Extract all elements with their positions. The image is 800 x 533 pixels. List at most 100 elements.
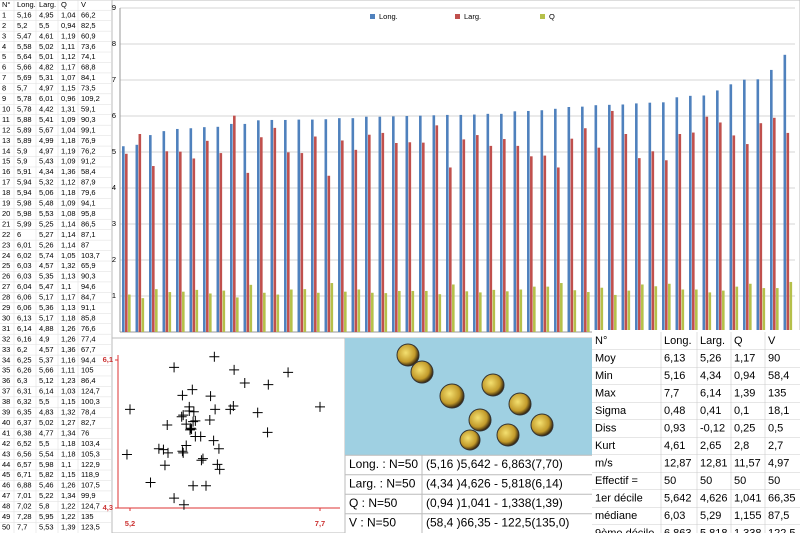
stats-cell: 135	[768, 387, 786, 399]
stats-cell: 0,94	[734, 370, 755, 382]
x-tick-label: 7,7	[315, 519, 325, 528]
table-cell: 12	[2, 125, 10, 134]
bar	[219, 153, 223, 332]
table-header: Q	[61, 0, 67, 9]
table-cell: 5,06	[39, 188, 54, 197]
bar	[138, 134, 142, 332]
table-cell: 1,19	[61, 146, 76, 155]
scatter-point	[159, 460, 170, 471]
table-cell: 4,42	[39, 104, 54, 113]
table-cell: 5,02	[39, 418, 54, 427]
bar	[408, 142, 412, 332]
stats-cell: 50	[734, 475, 746, 487]
table-cell: 39	[2, 408, 10, 417]
y-tick-label: 2	[112, 255, 116, 264]
scatter-point	[169, 493, 180, 504]
bar	[357, 289, 361, 332]
table-header: N°	[2, 0, 10, 9]
bar	[749, 283, 752, 332]
stats-header: Long.	[664, 335, 692, 347]
bar	[627, 290, 631, 332]
table-cell: 15	[2, 157, 10, 166]
scatter-point	[214, 464, 225, 475]
table-cell: 79,6	[81, 188, 96, 197]
bar	[149, 135, 152, 332]
table-cell: 19	[2, 199, 10, 208]
bar	[705, 116, 709, 332]
table-cell: 0,94	[61, 21, 76, 30]
table-cell: 2	[2, 21, 6, 30]
scatter-point	[210, 404, 221, 415]
table-cell: 5,02	[39, 42, 54, 51]
summary-range: (4,34 )4,626 - 5,818(6,14)	[426, 477, 563, 491]
table-cell: 1,13	[61, 303, 76, 312]
table-cell: 1,14	[61, 230, 76, 239]
summary-label: V : N=50	[349, 516, 396, 530]
table-cell: 22	[2, 230, 10, 239]
table-cell: 7,28	[17, 512, 32, 521]
table-cell: 5,64	[17, 52, 32, 61]
table-cell: 5,5	[39, 21, 49, 30]
table-cell: 6,03	[17, 272, 32, 281]
scatter-point	[125, 404, 135, 415]
table-cell: 1,08	[61, 209, 76, 218]
table-cell: 4,88	[39, 324, 54, 333]
table-cell: 23	[2, 240, 10, 249]
table-cell: 6,06	[17, 293, 32, 302]
table-cell: 1,17	[61, 63, 76, 72]
bar	[597, 147, 601, 332]
bar	[668, 283, 671, 332]
stats-cell: 9ème décile	[595, 527, 654, 533]
table-cell: 36	[2, 376, 10, 385]
table-cell: 7	[2, 73, 6, 82]
bar	[452, 284, 455, 332]
bar	[746, 144, 749, 332]
table-cell: 5,26	[39, 240, 54, 249]
table-cell: 5,5	[39, 397, 49, 406]
table-cell: 109,2	[81, 94, 100, 103]
table-cell: 5,88	[17, 115, 32, 124]
stats-cell: 5,29	[700, 510, 721, 522]
bar	[263, 292, 266, 332]
table-cell: 1,03	[61, 387, 76, 396]
table-cell: 20	[2, 209, 10, 218]
table-cell: 1,07	[61, 73, 76, 82]
stats-cell: 12,81	[700, 457, 728, 469]
bar	[287, 152, 290, 332]
bar	[182, 291, 185, 332]
bar	[486, 113, 490, 332]
table-cell: 5,67	[39, 125, 54, 134]
table-cell: 5,74	[39, 251, 54, 260]
table-cell: 5,89	[17, 136, 32, 145]
bar	[209, 293, 212, 332]
stats-cell: 0,25	[734, 422, 755, 434]
table-cell: 124,7	[81, 387, 100, 396]
bar	[540, 110, 544, 333]
bar	[155, 289, 158, 332]
stats-cell: 1er décile	[595, 492, 643, 504]
bar	[411, 290, 415, 332]
bar	[395, 143, 398, 332]
scatter-point	[163, 447, 173, 458]
bar	[513, 111, 517, 332]
table-cell: 6,14	[17, 324, 32, 333]
table-cell: 4,61	[39, 31, 54, 40]
bar	[608, 104, 611, 332]
bar	[662, 102, 665, 332]
table-cell: 5,47	[17, 31, 32, 40]
scatter-point	[201, 480, 211, 491]
table-cell: 6,04	[17, 282, 32, 291]
table-cell: 3	[2, 31, 6, 40]
table-cell: 1,12	[61, 178, 76, 187]
stats-cell: 1,155	[734, 510, 762, 522]
table-cell: 5,94	[17, 178, 32, 187]
stats-cell: 50	[700, 475, 712, 487]
table-cell: 6,56	[17, 449, 32, 458]
table-cell: 6,31	[17, 387, 32, 396]
table-cell: 5,17	[39, 293, 54, 302]
stats-cell: 58,4	[768, 370, 789, 382]
table-cell: 32	[2, 334, 10, 343]
y-tick-label: 5	[112, 147, 116, 156]
table-cell: 4	[2, 42, 6, 51]
scatter-point	[181, 419, 192, 430]
